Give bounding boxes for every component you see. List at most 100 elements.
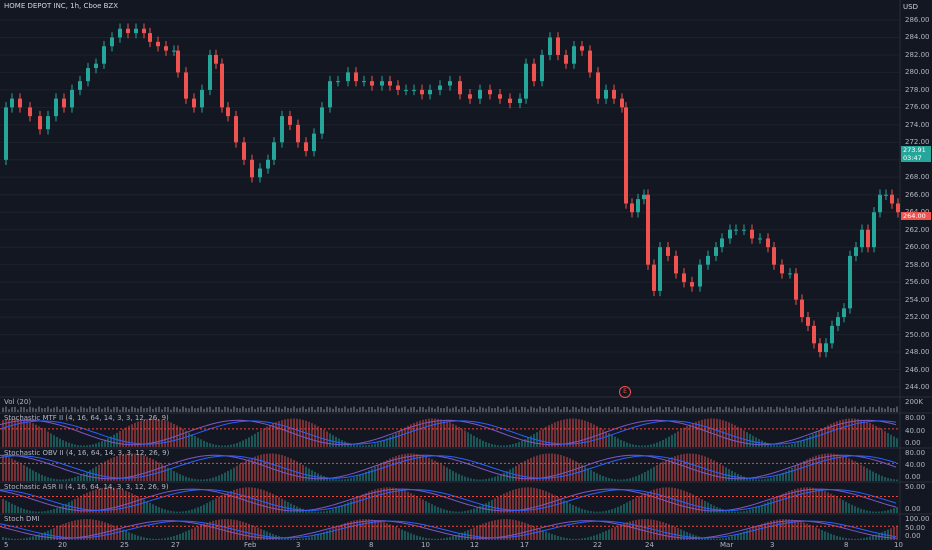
pane-bar	[668, 436, 670, 447]
pane-bar	[509, 519, 511, 540]
pane-bar	[299, 463, 301, 481]
pane-bar	[737, 511, 739, 513]
pane-label[interactable]: Stoch DMI	[4, 515, 40, 523]
pane-bar	[431, 538, 433, 540]
pane-bar	[512, 443, 514, 447]
pane-bar	[14, 538, 16, 540]
pane-bar	[344, 406, 346, 412]
pane-bar	[707, 538, 709, 540]
pane-bar	[218, 475, 220, 481]
pane-bar	[545, 426, 547, 447]
price-tick: 272.00	[905, 138, 930, 147]
pane-bar	[884, 408, 886, 412]
pane-bar	[653, 443, 655, 447]
pane-bar	[248, 523, 250, 540]
pane-bar	[287, 418, 289, 447]
pane-bar	[599, 406, 601, 412]
pane-bar	[272, 423, 274, 447]
pane-bar	[224, 472, 226, 481]
pane-bar	[206, 522, 208, 540]
earnings-marker[interactable]: E	[619, 386, 631, 398]
pane-bar	[542, 428, 544, 447]
pane-bar	[785, 519, 787, 540]
pane-bar	[677, 455, 679, 481]
pane-bar	[404, 453, 406, 481]
pane-bar	[320, 407, 322, 412]
pane-bar	[650, 490, 652, 513]
pane-bar	[71, 521, 73, 540]
pane-label[interactable]: Vol (20)	[4, 398, 32, 406]
pane-bar	[773, 476, 775, 481]
pane-bar	[221, 474, 223, 481]
price-tick: 254.00	[905, 295, 930, 304]
pane-bar	[335, 479, 337, 481]
pane-bar	[227, 470, 229, 481]
pane-bar	[233, 489, 235, 513]
pane-bar	[803, 460, 805, 481]
pane-tick: 40.00	[905, 426, 926, 435]
pane-bar	[515, 520, 517, 540]
time-tick: 8	[369, 541, 374, 549]
pane-bar	[494, 444, 496, 447]
pane-bar	[266, 531, 268, 540]
pane-label[interactable]: Stochastic ASR II (4, 16, 64, 14, 3, 3, …	[4, 483, 169, 491]
pane-bar	[530, 487, 532, 513]
pane-bar	[872, 535, 874, 540]
pane-bar	[92, 444, 94, 447]
pane-bar	[635, 476, 637, 481]
pane-bar	[485, 503, 487, 513]
pane-bar	[728, 469, 730, 481]
pane-bar	[254, 487, 256, 513]
pane-bar	[815, 409, 817, 412]
pane-bar	[794, 466, 796, 481]
pane-bar	[494, 520, 496, 540]
pane-bar	[722, 538, 724, 540]
pane-bar	[782, 445, 784, 447]
pane-bar	[698, 420, 700, 447]
pane-bar	[704, 419, 706, 447]
pane-bar	[701, 499, 703, 513]
pane-bar	[395, 406, 397, 412]
candle-body	[884, 194, 888, 196]
pane-bar	[455, 406, 457, 412]
pane-bar	[533, 407, 535, 412]
time-tick: 10	[421, 541, 430, 549]
pane-bar	[77, 445, 79, 447]
pane-bar	[53, 407, 55, 412]
pane-bar	[689, 453, 691, 481]
pane-bar	[314, 535, 316, 540]
pane-bar	[110, 524, 112, 540]
pane-bar	[542, 408, 544, 412]
pane-bar	[239, 488, 241, 513]
pane-label[interactable]: Stochastic MTF II (4, 16, 64, 14, 3, 3, …	[4, 414, 169, 422]
pane-bar	[593, 408, 595, 412]
pane-bar	[635, 407, 637, 412]
pane-bar	[230, 519, 232, 540]
candle-body	[766, 238, 770, 248]
pane-bar	[887, 510, 889, 513]
pane-label[interactable]: Stochastic OBV II (4, 16, 64, 14, 3, 3, …	[4, 449, 170, 457]
pane-bar	[440, 419, 442, 447]
pane-bar	[476, 507, 478, 513]
pane-bar	[776, 475, 778, 481]
pane-bar	[749, 509, 751, 513]
pane-bar	[458, 533, 460, 540]
pane-bar	[749, 528, 751, 540]
currency-label[interactable]: USD	[903, 3, 918, 11]
pane-bar	[134, 422, 136, 447]
candle-body	[370, 81, 374, 86]
pane-bar	[254, 526, 256, 540]
symbol-title[interactable]: HOME DEPOT INC, 1h, Cboe BZX	[4, 2, 119, 10]
pane-bar	[635, 497, 637, 513]
pane-bar	[692, 494, 694, 513]
pane-bar	[518, 464, 520, 481]
pane-bar	[527, 459, 529, 481]
pane-bar	[398, 431, 400, 447]
pane-bar	[893, 408, 895, 412]
pane-bar	[206, 479, 208, 481]
pane-bar	[242, 521, 244, 540]
pane-bar	[857, 507, 859, 513]
pane-bar	[479, 524, 481, 540]
pane-bar	[815, 455, 817, 481]
